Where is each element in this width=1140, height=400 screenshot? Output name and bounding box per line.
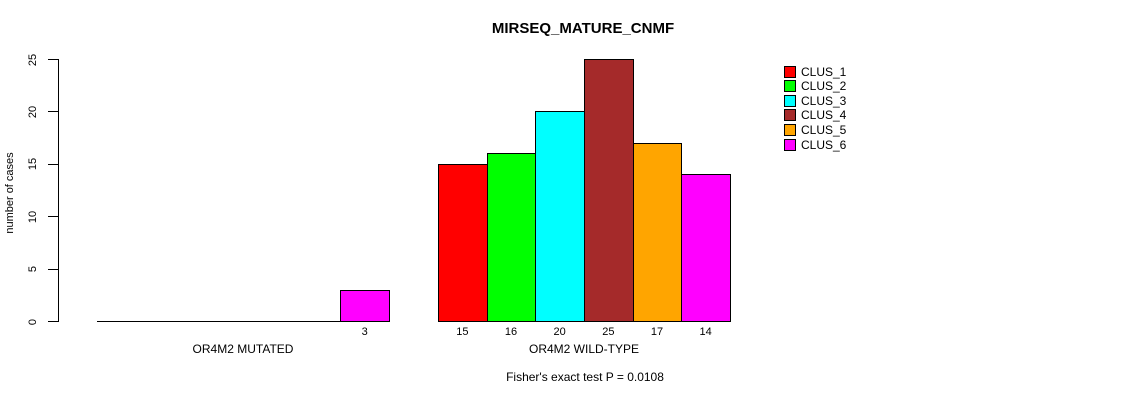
bar-value-label: 20 bbox=[553, 326, 566, 338]
y-tick-label: 0 bbox=[27, 318, 39, 325]
bar-value-label: 14 bbox=[699, 326, 712, 338]
y-tick-label: 15 bbox=[27, 158, 39, 171]
y-tick bbox=[48, 268, 58, 270]
group-baseline bbox=[97, 321, 389, 322]
y-tick-label: 10 bbox=[27, 210, 39, 223]
legend-swatch bbox=[784, 123, 796, 136]
legend-swatch bbox=[784, 138, 796, 151]
legend-label: CLUS_3 bbox=[801, 93, 847, 108]
legend-swatch bbox=[784, 80, 796, 93]
bar-value-label: 25 bbox=[602, 326, 615, 338]
legend-swatch bbox=[784, 65, 796, 78]
bar-clus_1 bbox=[438, 163, 488, 322]
bar-value-label: 17 bbox=[650, 326, 664, 338]
legend-label: CLUS_6 bbox=[801, 137, 847, 152]
bar-clus_5 bbox=[632, 142, 683, 322]
y-tick bbox=[48, 321, 58, 322]
legend-item-clus_6: CLUS_6 bbox=[784, 137, 846, 152]
y-tick bbox=[48, 163, 58, 165]
group-label: OR4M2 WILD-TYPE bbox=[528, 342, 640, 356]
legend-item-clus_3: CLUS_3 bbox=[784, 93, 846, 108]
chart-title: MIRSEQ_MATURE_CNMF bbox=[491, 20, 675, 37]
bar-clus_3 bbox=[535, 111, 585, 322]
legend-item-clus_4: CLUS_4 bbox=[784, 108, 846, 123]
y-axis-title: number of cases bbox=[4, 152, 16, 234]
fisher-test-annotation: Fisher's exact test P = 0.0108 bbox=[506, 370, 664, 384]
legend-label: CLUS_4 bbox=[801, 108, 847, 123]
legend-item-clus_5: CLUS_5 bbox=[784, 122, 846, 137]
legend-item-clus_2: CLUS_2 bbox=[784, 79, 846, 94]
y-tick-label: 25 bbox=[27, 53, 39, 66]
bar-value-label: 15 bbox=[456, 326, 469, 338]
bar-clus_4 bbox=[584, 59, 634, 322]
legend-swatch bbox=[784, 94, 796, 107]
legend-swatch bbox=[784, 109, 796, 122]
y-tick-label: 20 bbox=[27, 105, 39, 119]
y-tick-label: 5 bbox=[27, 266, 39, 273]
bar-clus_6 bbox=[340, 289, 390, 322]
legend-item-clus_1: CLUS_1 bbox=[784, 64, 846, 79]
y-tick bbox=[48, 59, 58, 60]
legend-label: CLUS_1 bbox=[801, 64, 847, 79]
y-tick bbox=[48, 111, 58, 113]
legend-label: CLUS_2 bbox=[801, 79, 847, 94]
bar-value-label: 3 bbox=[361, 326, 368, 338]
legend-label: CLUS_5 bbox=[801, 122, 847, 137]
y-tick bbox=[48, 216, 58, 218]
bar-value-label: 16 bbox=[504, 326, 518, 338]
y-axis-line bbox=[58, 59, 59, 322]
group-label: OR4M2 MUTATED bbox=[192, 342, 294, 356]
bar-clus_6 bbox=[681, 174, 731, 322]
bar-clus_2 bbox=[486, 153, 537, 322]
